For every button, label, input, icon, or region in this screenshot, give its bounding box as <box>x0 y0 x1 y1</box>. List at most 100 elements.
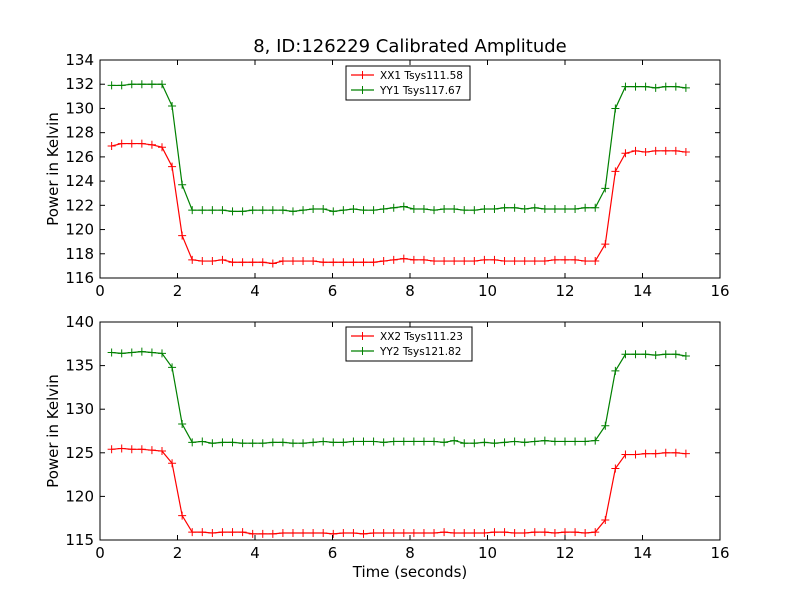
data-point <box>601 421 610 430</box>
data-point <box>158 349 166 358</box>
x-tick-label: 8 <box>405 282 415 300</box>
data-point <box>228 207 237 216</box>
data-point <box>399 254 408 263</box>
data-point <box>480 255 489 264</box>
data-point <box>147 446 156 455</box>
data-point <box>238 207 247 216</box>
data-point <box>631 450 640 459</box>
data-point <box>117 349 126 358</box>
legend-marker <box>358 347 367 355</box>
data-point <box>520 438 529 447</box>
data-point <box>460 529 469 538</box>
data-point <box>520 204 529 213</box>
data-point <box>399 529 408 538</box>
data-point <box>470 257 479 266</box>
data-point <box>329 258 338 267</box>
data-point <box>208 206 217 215</box>
data-point <box>591 203 600 212</box>
x-tick-label: 16 <box>710 544 729 562</box>
data-point <box>379 204 388 213</box>
data-point <box>490 528 499 537</box>
data-point <box>510 257 519 266</box>
data-point <box>530 528 539 537</box>
data-point <box>409 204 418 213</box>
data-point <box>208 257 217 266</box>
data-point <box>540 436 549 445</box>
data-point <box>359 258 368 267</box>
data-point <box>188 255 197 264</box>
data-point <box>178 511 187 520</box>
data-point <box>641 449 650 458</box>
data-point <box>319 529 328 538</box>
data-point <box>137 445 146 454</box>
data-point <box>611 104 620 113</box>
data-point <box>651 83 660 92</box>
data-point <box>258 439 267 448</box>
data-point <box>490 204 499 213</box>
data-point <box>571 204 580 213</box>
data-point <box>339 438 348 447</box>
data-point <box>127 348 136 357</box>
data-point <box>681 148 690 157</box>
data-point <box>651 449 660 458</box>
y-tick-label: 124 <box>65 172 94 190</box>
data-point <box>107 348 116 357</box>
y-tick-label: 116 <box>65 269 94 287</box>
data-point <box>309 529 318 538</box>
data-point <box>208 529 217 538</box>
x-tick-label: 2 <box>173 544 183 562</box>
x-tick-label: 12 <box>555 544 574 562</box>
data-point <box>550 204 559 213</box>
data-point <box>530 437 539 446</box>
data-point <box>309 438 318 447</box>
x-tick-label: 0 <box>95 282 105 300</box>
data-point <box>158 143 166 152</box>
data-point <box>571 255 580 264</box>
data-point <box>107 81 116 90</box>
data-point <box>319 437 328 446</box>
data-point <box>470 529 479 538</box>
data-point <box>268 206 277 215</box>
data-point <box>641 82 650 91</box>
data-point <box>671 350 680 359</box>
data-point <box>158 80 166 89</box>
data-point <box>409 529 418 538</box>
data-point <box>631 82 640 91</box>
data-point <box>178 180 187 189</box>
data-point <box>591 257 600 266</box>
data-point <box>490 255 499 264</box>
legend-label: XX2 Tsys111.23 <box>380 331 463 343</box>
data-point <box>601 515 610 524</box>
data-point <box>651 351 660 360</box>
data-point <box>661 448 670 457</box>
data-point <box>389 203 398 212</box>
data-point <box>127 445 136 454</box>
data-point <box>601 184 610 193</box>
data-point <box>278 257 287 266</box>
data-point <box>671 448 680 457</box>
x-tick-label: 14 <box>633 544 652 562</box>
data-point <box>178 420 187 429</box>
y-tick-label: 130 <box>65 400 94 418</box>
data-point <box>198 437 207 446</box>
data-point <box>117 81 126 90</box>
data-point <box>520 257 529 266</box>
data-point <box>188 206 197 215</box>
data-point <box>661 146 670 155</box>
data-point <box>208 439 217 448</box>
data-point <box>470 206 479 215</box>
data-point <box>460 439 469 448</box>
x-tick-label: 10 <box>478 282 497 300</box>
data-point <box>309 257 318 266</box>
data-point <box>268 529 277 538</box>
data-point <box>430 437 439 446</box>
data-point <box>510 203 519 212</box>
series-line-2 <box>111 83 686 212</box>
data-point <box>571 437 580 446</box>
data-point <box>137 80 146 89</box>
data-point <box>450 436 459 445</box>
data-point <box>248 439 257 448</box>
data-point <box>288 257 297 266</box>
data-point <box>581 203 590 212</box>
